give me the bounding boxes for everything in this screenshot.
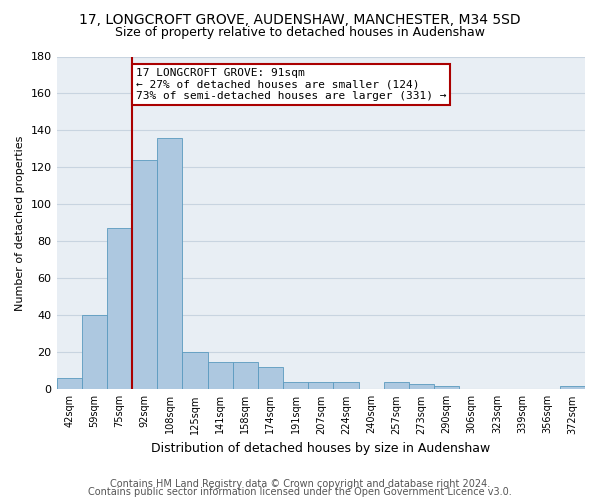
Bar [560,386,585,390]
Bar [383,382,409,390]
Bar [434,386,459,390]
Bar [132,160,157,390]
Bar [208,362,233,390]
Bar [233,362,258,390]
Bar [334,382,359,390]
Text: 17, LONGCROFT GROVE, AUDENSHAW, MANCHESTER, M34 5SD: 17, LONGCROFT GROVE, AUDENSHAW, MANCHEST… [79,12,521,26]
Bar [157,138,182,390]
X-axis label: Distribution of detached houses by size in Audenshaw: Distribution of detached houses by size … [151,442,490,455]
Text: 17 LONGCROFT GROVE: 91sqm
← 27% of detached houses are smaller (124)
73% of semi: 17 LONGCROFT GROVE: 91sqm ← 27% of detac… [136,68,446,101]
Bar [283,382,308,390]
Bar [258,367,283,390]
Bar [182,352,208,390]
Bar [56,378,82,390]
Bar [82,316,107,390]
Text: Size of property relative to detached houses in Audenshaw: Size of property relative to detached ho… [115,26,485,39]
Bar [409,384,434,390]
Text: Contains HM Land Registry data © Crown copyright and database right 2024.: Contains HM Land Registry data © Crown c… [110,479,490,489]
Text: Contains public sector information licensed under the Open Government Licence v3: Contains public sector information licen… [88,487,512,497]
Y-axis label: Number of detached properties: Number of detached properties [15,135,25,310]
Bar [308,382,334,390]
Bar [107,228,132,390]
